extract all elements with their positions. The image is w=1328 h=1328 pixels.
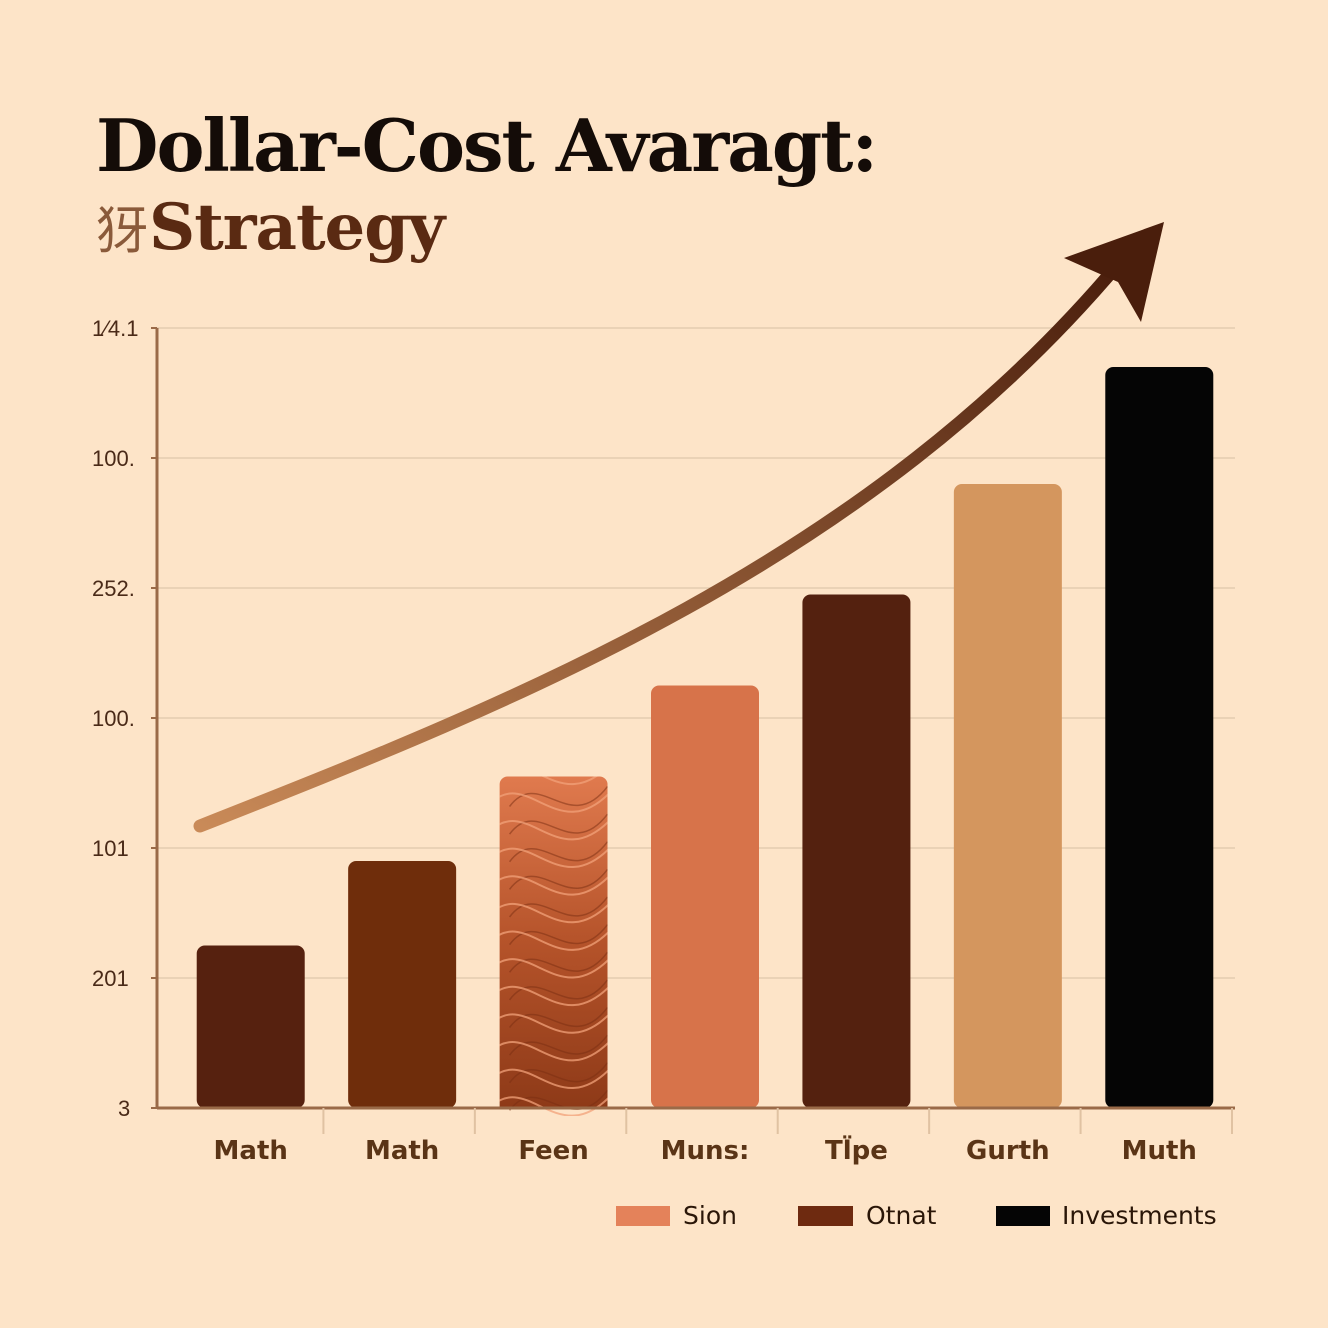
labels: 3 201 101 100. 252. 100. 1⁄4.1 Math Math Feen Muns… (92, 316, 1197, 1166)
bar-texture-line (508, 951, 608, 973)
trend-arrow-line (193, 255, 1127, 833)
x-category-label: Gurth (966, 1136, 1050, 1166)
bar-texture-line (499, 921, 608, 951)
bar-texture-line (499, 783, 608, 813)
x-category-label: Math (365, 1136, 439, 1166)
title-line-1: Dollar-Cost Avaragt: (96, 103, 878, 188)
bar-texture-line (508, 813, 608, 835)
bar-texture-line (499, 949, 608, 979)
bar-texture-line (508, 786, 608, 807)
bar-texture-line (499, 776, 608, 786)
x-category-label: Math (214, 1136, 288, 1166)
bar (802, 594, 911, 1108)
bar-texture-line (499, 1004, 608, 1034)
bar-patterned (499, 776, 608, 1138)
bar-texture-line (499, 866, 608, 896)
x-category-label: Muns: (661, 1136, 750, 1166)
bar-texture-line (499, 811, 608, 841)
legend: Sion Otnat Investments (616, 1201, 1217, 1230)
y-tick-label: 1⁄4.1 (92, 316, 139, 341)
bar-texture-line (499, 893, 608, 924)
chart-title: Dollar-Cost Avaragt: 犽Strategy (96, 103, 878, 272)
legend-label: Investments (1062, 1201, 1217, 1230)
x-category-label: Tl̈pe (825, 1134, 888, 1166)
x-category-label: Muth (1122, 1136, 1197, 1166)
legend-swatch (996, 1206, 1050, 1226)
title-strategy-text: Strategy (149, 190, 445, 265)
bar-texture-line (508, 1007, 608, 1028)
bar-texture-line (508, 896, 608, 918)
title-glyph: 犽 (96, 202, 148, 262)
bar-texture-line (508, 924, 608, 946)
bar (1105, 367, 1214, 1108)
bar (651, 685, 759, 1108)
bar-texture-line (508, 841, 608, 863)
bar (196, 945, 305, 1108)
y-tick-label: 100. (92, 446, 135, 471)
bar-texture-line (510, 1118, 608, 1138)
legend-label: Sion (683, 1201, 737, 1230)
x-category-label: Feen (518, 1136, 588, 1166)
y-tick-label: 252. (92, 576, 135, 601)
trend-arrow-head (1064, 222, 1164, 322)
axes (151, 327, 1235, 1134)
bar-texture-line (499, 1059, 608, 1089)
bar-texture-line (508, 1034, 608, 1056)
title-line-2: 犽Strategy (96, 188, 876, 272)
y-tick-label: 3 (118, 1096, 130, 1121)
bar (953, 484, 1062, 1108)
y-tick-label: 100. (92, 706, 135, 731)
bar-texture-line (508, 979, 608, 1001)
bar-texture-line (508, 1062, 608, 1084)
bar-texture-line (499, 976, 608, 1007)
bar-texture-line (508, 868, 608, 890)
bars (196, 367, 1214, 1138)
bar (348, 861, 457, 1108)
bar-texture-line (508, 1089, 608, 1111)
bar-texture-line (499, 838, 608, 868)
legend-swatch (798, 1206, 853, 1226)
legend-swatch (616, 1206, 670, 1226)
y-tick-label: 201 (92, 966, 129, 991)
bar (499, 776, 608, 1108)
trend-arrow (193, 222, 1164, 833)
y-tick-label: 101 (92, 836, 129, 861)
legend-label: Otnat (866, 1201, 937, 1230)
bar-texture-line (499, 1032, 608, 1062)
